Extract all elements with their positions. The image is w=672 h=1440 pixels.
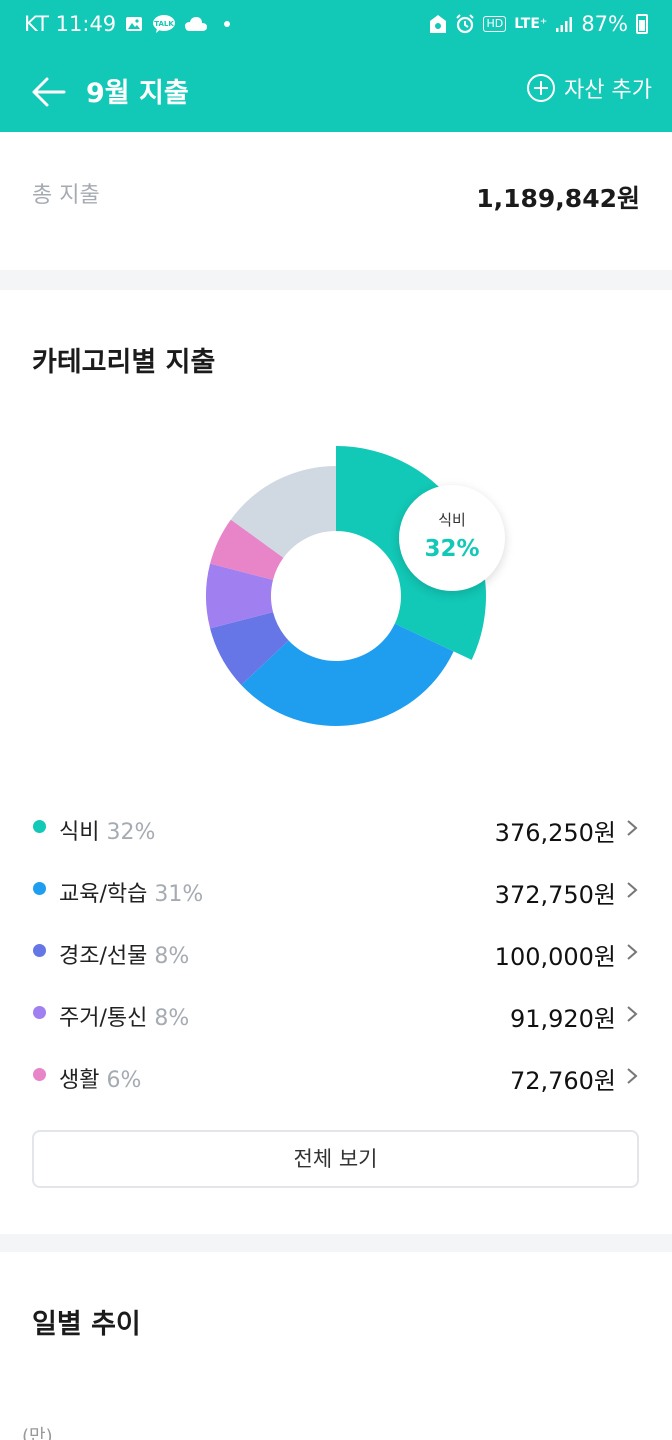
daily-section-title: 일별 추이 — [32, 1309, 141, 1340]
notification-dot-icon — [224, 21, 231, 27]
category-color-dot — [33, 820, 46, 833]
add-asset-button[interactable]: 자산 추가 — [526, 72, 652, 104]
battery-percent: 87% — [581, 12, 628, 36]
category-amount: 376,250원 — [494, 819, 616, 847]
category-item-gifts[interactable]: 경조/선물 8% 100,000원 — [0, 924, 672, 986]
category-name: 식비 32% — [59, 820, 156, 845]
category-pct: 6% — [106, 1068, 142, 1093]
category-color-dot — [33, 1006, 46, 1019]
category-expense-card: 카테고리별 지출 식비 32% 식비 32% 376,250원 교육/학습 31… — [0, 290, 672, 1234]
category-amount: 100,000원 — [494, 943, 616, 971]
category-list: 식비 32% 376,250원 교육/학습 31% 372,750원 경조/선물… — [0, 800, 672, 1110]
category-item-food[interactable]: 식비 32% 376,250원 — [0, 800, 672, 862]
network-type: LTE⁺ — [514, 16, 548, 32]
category-color-dot — [33, 944, 46, 957]
category-name: 생활 6% — [59, 1068, 142, 1093]
category-name: 주거/통신 8% — [59, 1006, 190, 1031]
view-all-button[interactable]: 전체 보기 — [32, 1130, 639, 1188]
signal-icon — [556, 17, 573, 32]
category-amount: 372,750원 — [494, 881, 616, 909]
category-pct: 31% — [154, 882, 204, 907]
add-asset-label: 자산 추가 — [564, 78, 652, 103]
slice-housing[interactable] — [206, 563, 274, 629]
chevron-right-icon — [627, 820, 638, 836]
status-left: KT 11:49 TALK — [24, 12, 231, 36]
total-expense-value: 1,189,842원 — [476, 184, 640, 213]
highlight-pct: 32% — [424, 536, 480, 562]
page-title: 9월 지출 — [86, 78, 189, 109]
category-amount: 72,760원 — [509, 1067, 616, 1095]
image-icon — [126, 17, 143, 31]
status-bar: KT 11:49 TALK HD LTE⁺ — [0, 0, 672, 52]
chevron-right-icon — [627, 1006, 638, 1022]
carrier-time: KT 11:49 — [24, 12, 117, 36]
category-name: 교육/학습 31% — [59, 882, 204, 907]
total-expense-card: 총 지출 1,189,842원 — [0, 132, 672, 270]
category-item-living[interactable]: 생활 6% 72,760원 — [0, 1048, 672, 1110]
category-section-title: 카테고리별 지출 — [32, 347, 216, 378]
back-arrow-icon[interactable] — [28, 70, 72, 114]
alarm-icon — [456, 14, 475, 34]
chevron-right-icon — [627, 1068, 638, 1084]
category-color-dot — [33, 1068, 46, 1081]
category-item-housing[interactable]: 주거/통신 8% 91,920원 — [0, 986, 672, 1048]
category-item-education[interactable]: 교육/학습 31% 372,750원 — [0, 862, 672, 924]
slice-education[interactable] — [241, 623, 454, 726]
chevron-right-icon — [627, 882, 638, 898]
category-color-dot — [33, 882, 46, 895]
app-bar: 9월 지출 자산 추가 — [0, 52, 672, 132]
hd-icon: HD — [483, 16, 507, 32]
home-shield-icon — [430, 15, 447, 33]
category-pct: 8% — [154, 944, 190, 969]
category-pct: 8% — [154, 1006, 190, 1031]
slice-living[interactable] — [210, 519, 284, 580]
talk-icon: TALK — [153, 15, 176, 33]
category-pct: 32% — [106, 820, 156, 845]
plus-circle-icon — [527, 74, 556, 102]
total-expense-label: 총 지출 — [32, 183, 100, 208]
daily-trend-card: 일별 추이 (만) — [0, 1252, 672, 1440]
highlight-name: 식비 — [438, 511, 466, 529]
slice-other[interactable] — [230, 466, 336, 558]
chevron-right-icon — [627, 944, 638, 960]
category-name: 경조/선물 8% — [59, 944, 190, 969]
slice-gifts[interactable] — [210, 612, 289, 685]
chart-unit-label: (만) — [22, 1426, 53, 1440]
talk-badge-text: TALK — [154, 20, 174, 28]
battery-icon — [636, 14, 648, 34]
status-right: HD LTE⁺ 87% — [429, 12, 648, 36]
cloud-icon — [185, 17, 208, 31]
highlight-bubble: 식비 32% — [399, 485, 505, 591]
category-amount: 91,920원 — [509, 1005, 616, 1033]
